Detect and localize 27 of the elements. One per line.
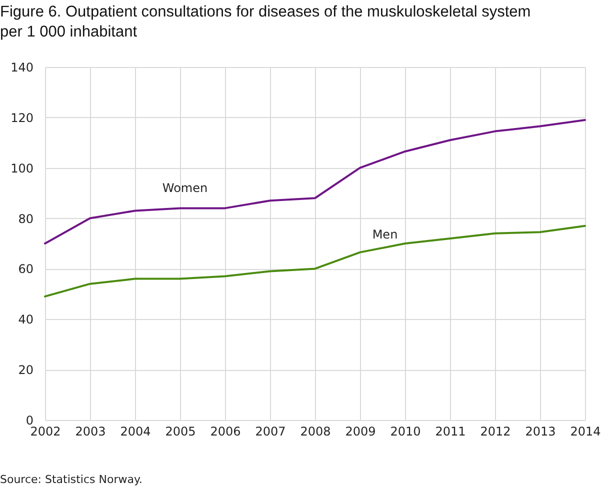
x-tick-label: 2005 [165,424,196,438]
series-label: Men [372,227,398,242]
x-tick-label: 2009 [345,424,376,438]
y-tick-label: 40 [18,312,34,327]
chart-title: Figure 6. Outpatient consultations for diseases of the muskuloskeletal system per 1 000 inhabitant [0,4,531,40]
x-tick-label: 2003 [75,424,106,438]
x-tick-label: 2013 [525,424,556,438]
y-tick-label: 60 [18,262,34,276]
x-tick-label: 2012 [480,424,511,438]
line-series [44,118,586,244]
line-series [44,224,586,298]
y-tick-label: 20 [18,363,34,378]
x-tick-label: 2004 [120,424,151,438]
y-tick-label: 0 [26,414,34,428]
source-note: Source: Statistics Norway. [0,473,142,486]
x-tick-label: 2010 [390,424,421,438]
x-tick-label: 2014 [570,424,601,438]
y-tick-label: 100 [10,161,34,176]
x-tick-label: 2007 [255,424,286,438]
y-tick-label: 120 [10,110,34,125]
x-tick-label: 2008 [300,424,331,438]
x-tick-label: 2006 [210,424,241,438]
y-tick-label: 140 [10,60,34,74]
x-tick-label: 2011 [435,424,466,438]
y-tick-label: 80 [18,212,34,226]
series-label: Women [162,181,208,196]
x-tick-label: 2002 [30,424,61,438]
